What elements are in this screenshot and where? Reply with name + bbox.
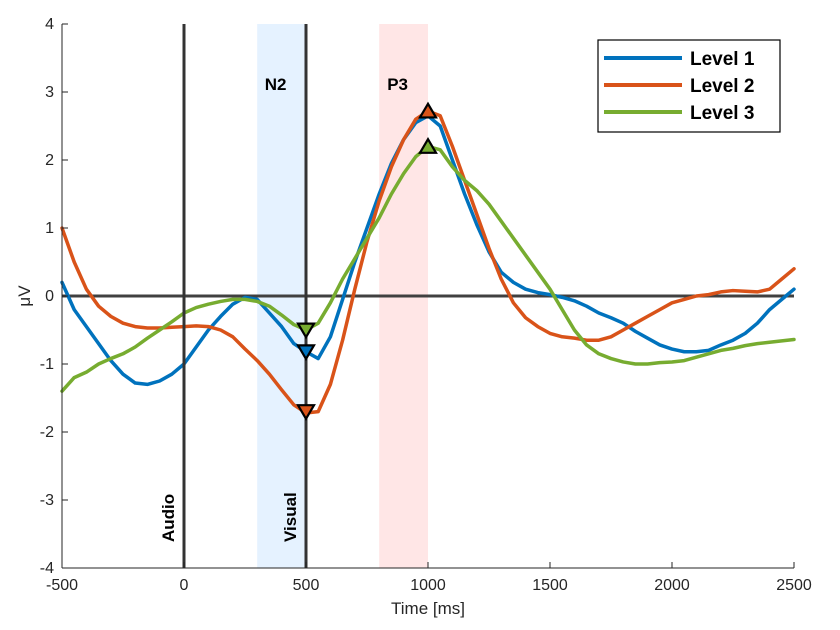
axis-labels: Time [ms] μV — [15, 285, 465, 618]
x-tick-label: 1000 — [410, 577, 446, 594]
y-axis-label: μV — [15, 285, 34, 307]
band-label-p3: P3 — [387, 75, 408, 94]
peak-markers — [296, 101, 438, 421]
y-tick-label: 0 — [45, 288, 54, 305]
x-tick-label: 500 — [293, 577, 320, 594]
y-tick-label: -4 — [40, 560, 54, 577]
peak-marker-level-2-n2 — [296, 404, 316, 421]
legend-entry-level-1: Level 1 — [690, 49, 755, 70]
y-tick-label: 4 — [45, 16, 54, 33]
legend-entry-level-3: Level 3 — [690, 103, 754, 124]
y-tick-label: 3 — [45, 84, 54, 101]
peak-marker-level-3-p3 — [418, 137, 438, 154]
x-axis-label: Time [ms] — [391, 599, 465, 618]
peak-marker-level-3-n2 — [296, 322, 316, 340]
peak-marker-level-1-n2 — [296, 344, 316, 362]
event-label-audio: Audio — [159, 494, 178, 542]
x-tick-label: 2000 — [654, 577, 690, 594]
y-tick-label: -1 — [40, 356, 54, 373]
legend: Level 1 Level 2 Level 3 — [597, 39, 781, 133]
y-tick-label: -3 — [40, 492, 54, 509]
band-label-n2: N2 — [265, 75, 287, 94]
event-lines: Audio Visual — [159, 24, 308, 568]
x-tick-label: 1500 — [532, 577, 568, 594]
y-tick-label: 1 — [45, 220, 54, 237]
y-tick-label: 2 — [45, 152, 54, 169]
event-label-visual: Visual — [281, 492, 300, 542]
x-tick-label: 0 — [180, 577, 189, 594]
x-tick-label: -500 — [46, 577, 78, 594]
x-tick-label: 2500 — [776, 577, 812, 594]
legend-entry-level-2: Level 2 — [690, 76, 754, 97]
peak-marker-level-2-p3 — [418, 101, 438, 119]
tick-labels: -500 0 500 1000 1500 2000 2500 -4 -3 -2 -1 0 1 2 3 4 — [40, 16, 812, 594]
y-tick-label: -2 — [40, 424, 54, 441]
